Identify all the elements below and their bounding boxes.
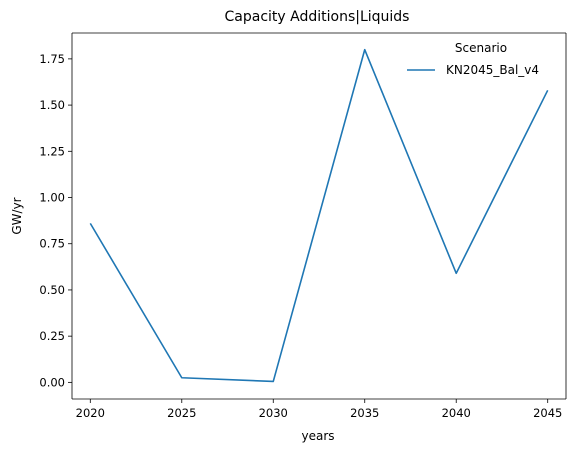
legend: Scenario KN2045_Bal_v4 [407, 41, 539, 77]
x-axis: 2020 2025 2030 2035 2040 2045 [76, 399, 562, 420]
y-tick-label: 1.50 [39, 98, 65, 112]
plot-frame [71, 32, 567, 400]
y-axis: 0.00 0.25 0.50 0.75 1.00 1.25 1.50 1.75 [39, 52, 72, 389]
y-axis-label: GW/yr [10, 197, 24, 234]
y-tick-label: 0.50 [39, 283, 65, 297]
x-tick-label: 2040 [442, 406, 471, 420]
x-axis-label: years [301, 429, 334, 443]
x-tick-label: 2020 [76, 406, 105, 420]
y-tick-label: 1.25 [39, 144, 65, 158]
y-tick-label: 1.75 [39, 52, 65, 66]
x-tick-label: 2030 [259, 406, 288, 420]
legend-title: Scenario [455, 41, 507, 55]
legend-label: KN2045_Bal_v4 [446, 63, 539, 77]
x-tick-label: 2025 [167, 406, 196, 420]
series-layer [89, 48, 549, 383]
y-tick-label: 0.00 [39, 375, 65, 389]
series-line [89, 48, 549, 383]
x-tick-label: 2035 [350, 406, 379, 420]
y-tick-label: 0.25 [39, 329, 65, 343]
chart-title: Capacity Additions|Liquids [225, 9, 410, 25]
y-tick-label: 1.00 [39, 191, 65, 205]
y-tick-label: 0.75 [39, 237, 65, 251]
x-tick-label: 2045 [533, 406, 562, 420]
